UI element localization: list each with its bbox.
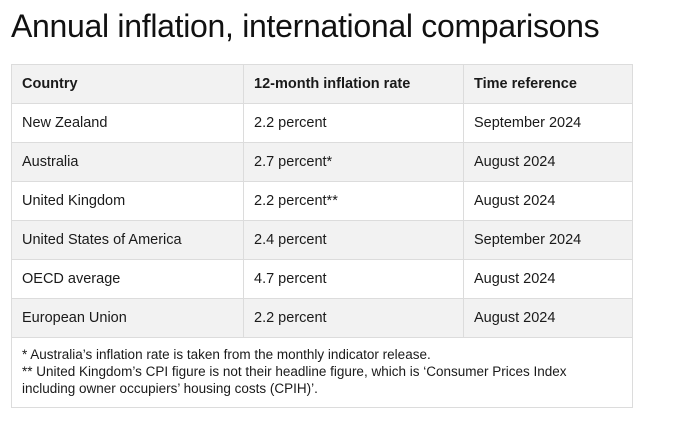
cell-country: United States of America bbox=[11, 220, 244, 260]
inflation-table-container: Country 12-month inflation rate Time ref… bbox=[11, 64, 633, 408]
table-row: OECD average 4.7 percent August 2024 bbox=[11, 259, 633, 299]
table-notes: * Australia’s inflation rate is taken fr… bbox=[11, 337, 633, 408]
cell-time-reference: August 2024 bbox=[463, 259, 633, 299]
cell-country: OECD average bbox=[11, 259, 244, 299]
cell-time-reference: September 2024 bbox=[463, 220, 633, 260]
header-time-reference: Time reference bbox=[463, 64, 633, 104]
cell-time-reference: August 2024 bbox=[463, 181, 633, 221]
cell-inflation-rate: 2.2 percent** bbox=[243, 181, 464, 221]
table-row: United Kingdom 2.2 percent** August 2024 bbox=[11, 181, 633, 221]
cell-country: European Union bbox=[11, 298, 244, 338]
cell-inflation-rate: 2.7 percent* bbox=[243, 142, 464, 182]
cell-inflation-rate: 2.2 percent bbox=[243, 298, 464, 338]
cell-country: Australia bbox=[11, 142, 244, 182]
table-row: Australia 2.7 percent* August 2024 bbox=[11, 142, 633, 182]
table-row: United States of America 2.4 percent Sep… bbox=[11, 220, 633, 260]
table-row: New Zealand 2.2 percent September 2024 bbox=[11, 103, 633, 143]
table-notes-row: * Australia’s inflation rate is taken fr… bbox=[11, 337, 633, 408]
cell-country: New Zealand bbox=[11, 103, 244, 143]
cell-inflation-rate: 2.2 percent bbox=[243, 103, 464, 143]
page-title: Annual inflation, international comparis… bbox=[11, 8, 600, 44]
footnote-united-kingdom: ** United Kingdom’s CPI figure is not th… bbox=[22, 364, 567, 396]
footnote-australia: * Australia’s inflation rate is taken fr… bbox=[22, 347, 431, 362]
cell-inflation-rate: 2.4 percent bbox=[243, 220, 464, 260]
table-header-row: Country 12-month inflation rate Time ref… bbox=[11, 64, 633, 104]
cell-inflation-rate: 4.7 percent bbox=[243, 259, 464, 299]
header-inflation-rate: 12-month inflation rate bbox=[243, 64, 464, 104]
cell-time-reference: September 2024 bbox=[463, 103, 633, 143]
inflation-table: Country 12-month inflation rate Time ref… bbox=[11, 64, 633, 408]
cell-time-reference: August 2024 bbox=[463, 298, 633, 338]
cell-country: United Kingdom bbox=[11, 181, 244, 221]
table-row: European Union 2.2 percent August 2024 bbox=[11, 298, 633, 338]
header-country: Country bbox=[11, 64, 244, 104]
cell-time-reference: August 2024 bbox=[463, 142, 633, 182]
